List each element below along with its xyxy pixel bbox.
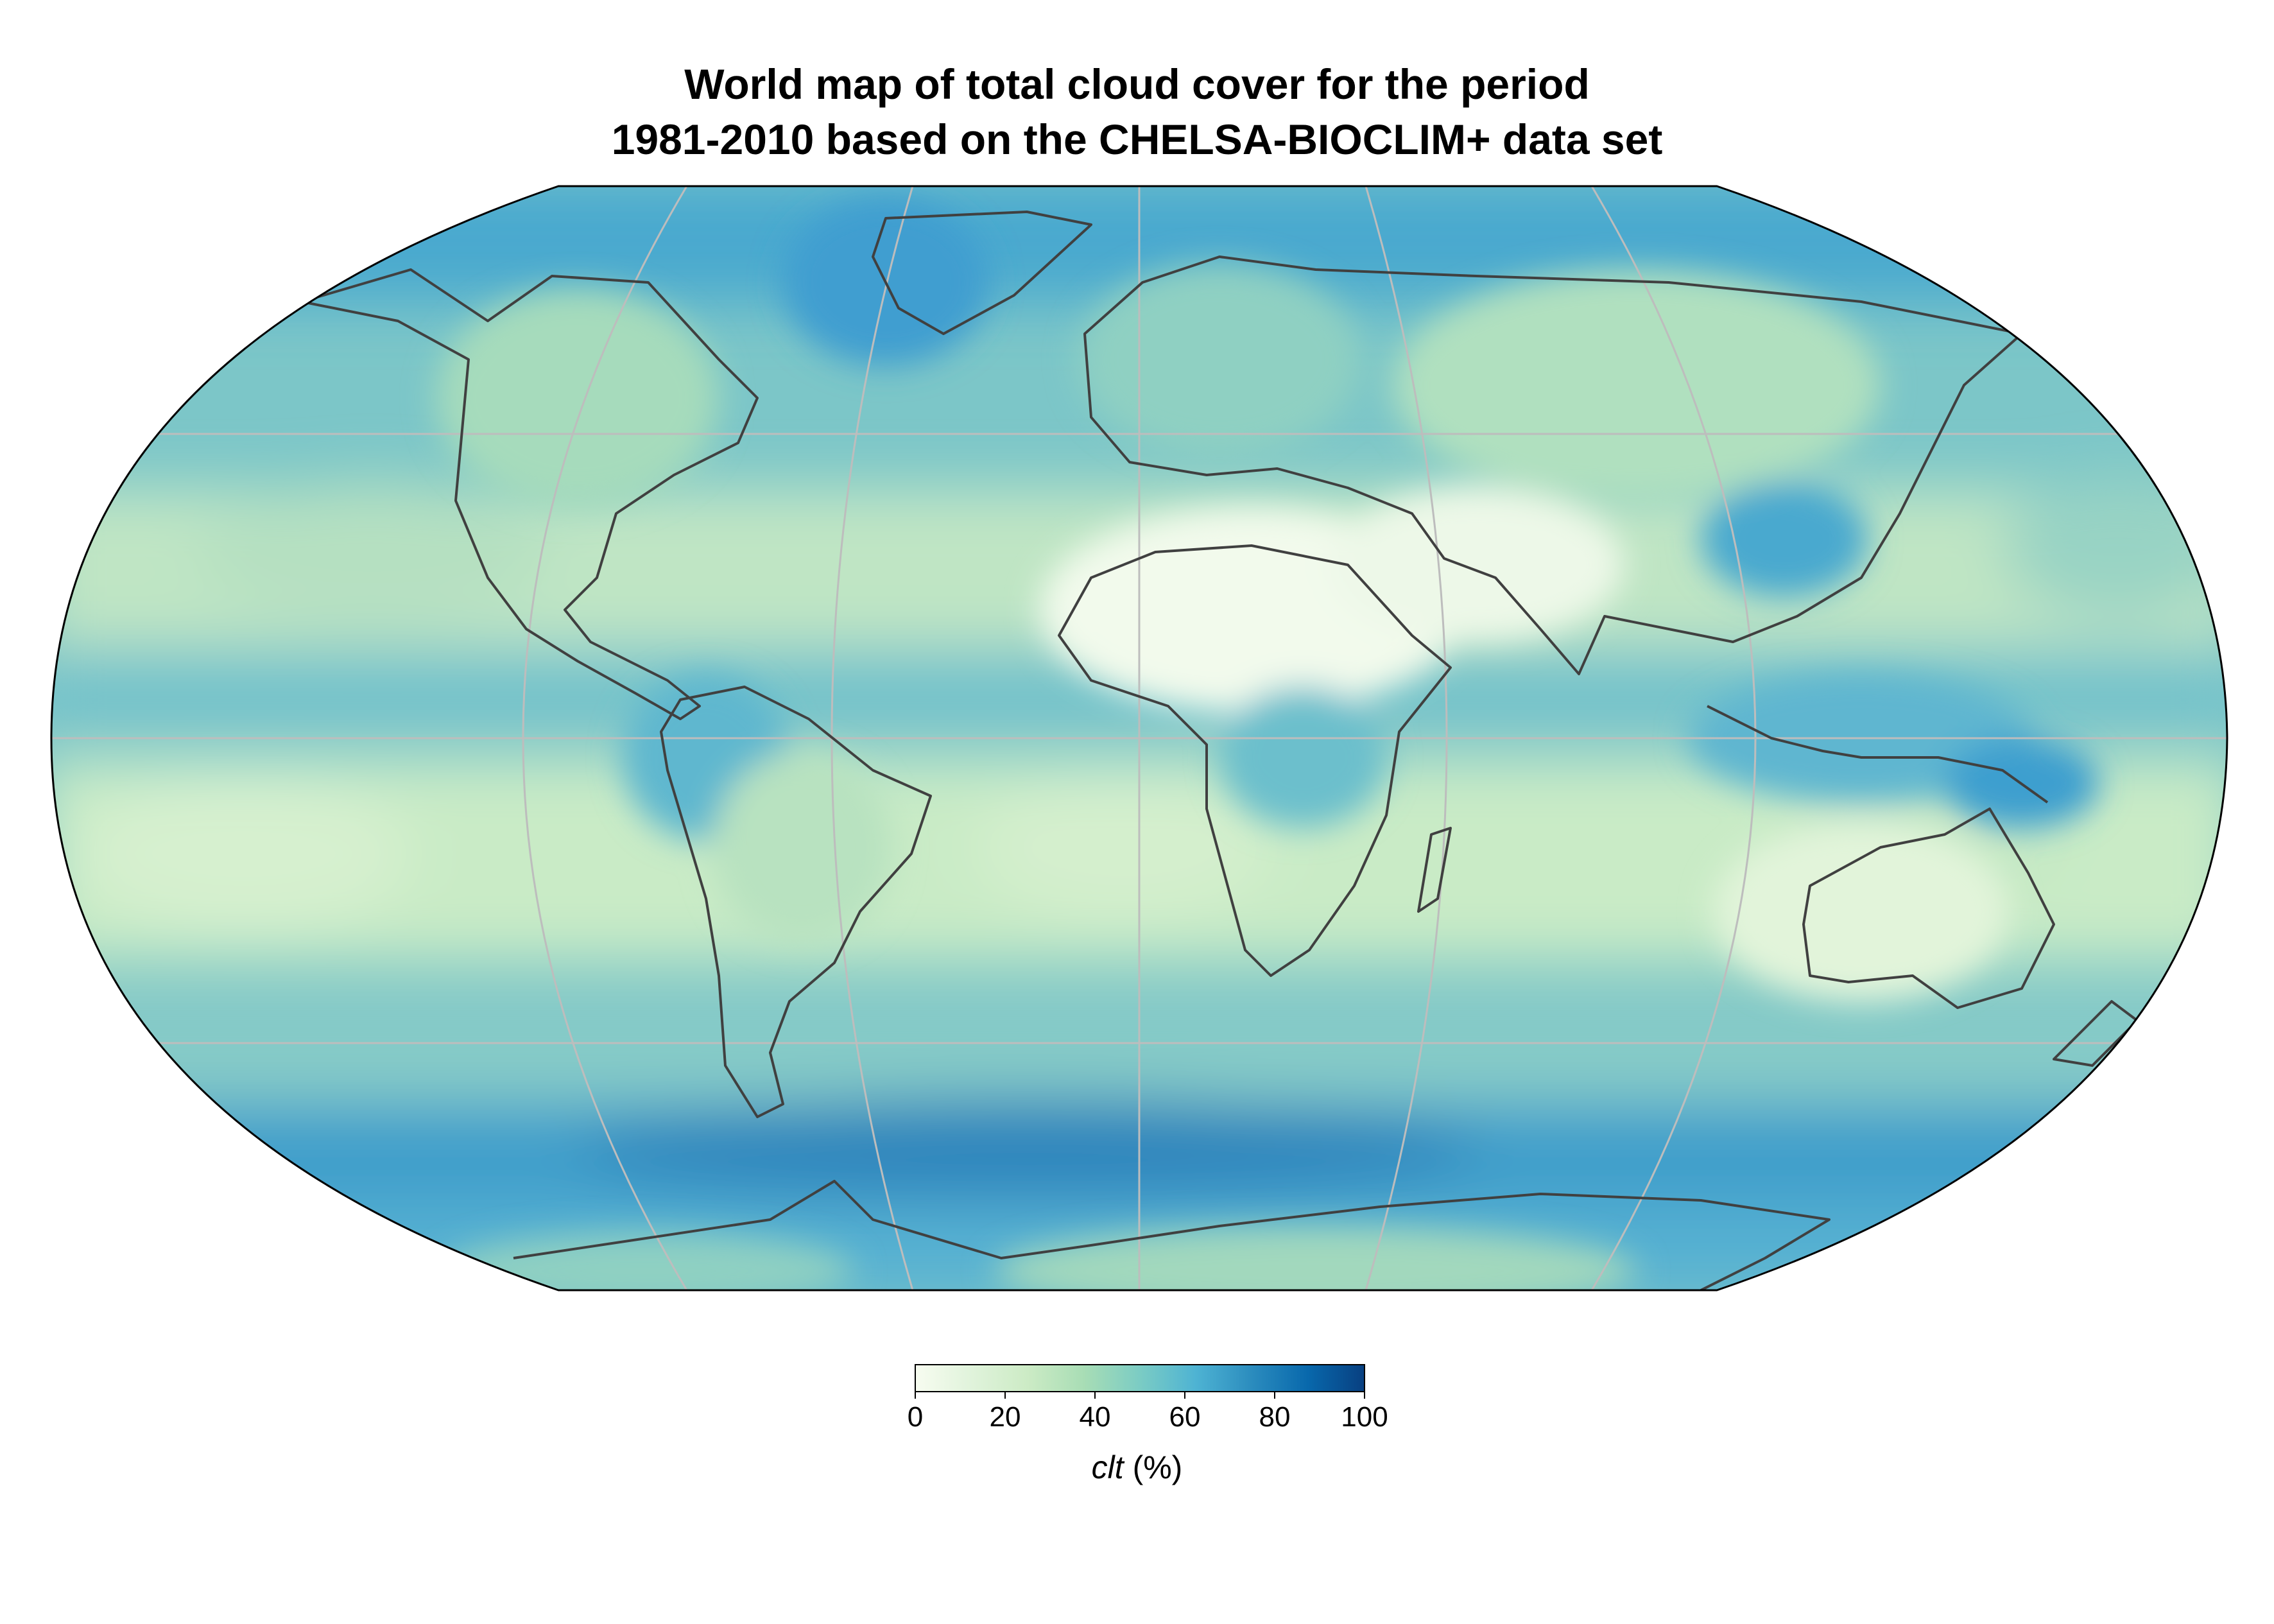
greenland-outline xyxy=(872,211,1092,335)
colorbar xyxy=(915,1364,1365,1399)
colorbar-tick xyxy=(1184,1391,1185,1399)
south-america-outline xyxy=(660,686,932,1118)
colorbar-tick xyxy=(1004,1391,1006,1399)
africa-outline xyxy=(1058,544,1452,977)
map-boundary xyxy=(50,185,2228,1291)
colorbar-tick-label: 20 xyxy=(989,1401,1021,1433)
colorbar-tick-label: 100 xyxy=(1341,1401,1388,1433)
title-line-1: World map of total cloud cover for the p… xyxy=(684,60,1590,108)
north-america-outline xyxy=(300,268,759,720)
colorbar-gradient xyxy=(915,1364,1365,1392)
colorbar-tick-label: 60 xyxy=(1169,1401,1201,1433)
colorbar-unit: (%) xyxy=(1123,1449,1183,1485)
antarctica-outline xyxy=(513,1180,1830,1290)
new-zealand-outline xyxy=(2053,1000,2139,1067)
colorbar-tick xyxy=(915,1391,916,1399)
colorbar-variable: clt xyxy=(1091,1449,1124,1485)
colorbar-tick-label: 0 xyxy=(907,1401,924,1433)
colorbar-tick xyxy=(1094,1391,1096,1399)
colorbar-label: clt (%) xyxy=(0,1448,2274,1487)
colorbar-tick xyxy=(1274,1391,1275,1399)
australia-outline xyxy=(1802,808,2055,1009)
indonesia-outline xyxy=(1707,705,2049,804)
colorbar-tick xyxy=(1364,1391,1365,1399)
coastlines xyxy=(300,211,2139,1290)
madagascar-outline xyxy=(1417,827,1452,913)
map-title: World map of total cloud cover for the p… xyxy=(0,56,2274,167)
europe-asia-outline xyxy=(1083,255,2023,675)
colorbar-tick-label: 40 xyxy=(1079,1401,1111,1433)
colorbar-tick-label: 80 xyxy=(1259,1401,1291,1433)
title-line-2: 1981-2010 based on the CHELSA-BIOCLIM+ d… xyxy=(611,116,1663,163)
